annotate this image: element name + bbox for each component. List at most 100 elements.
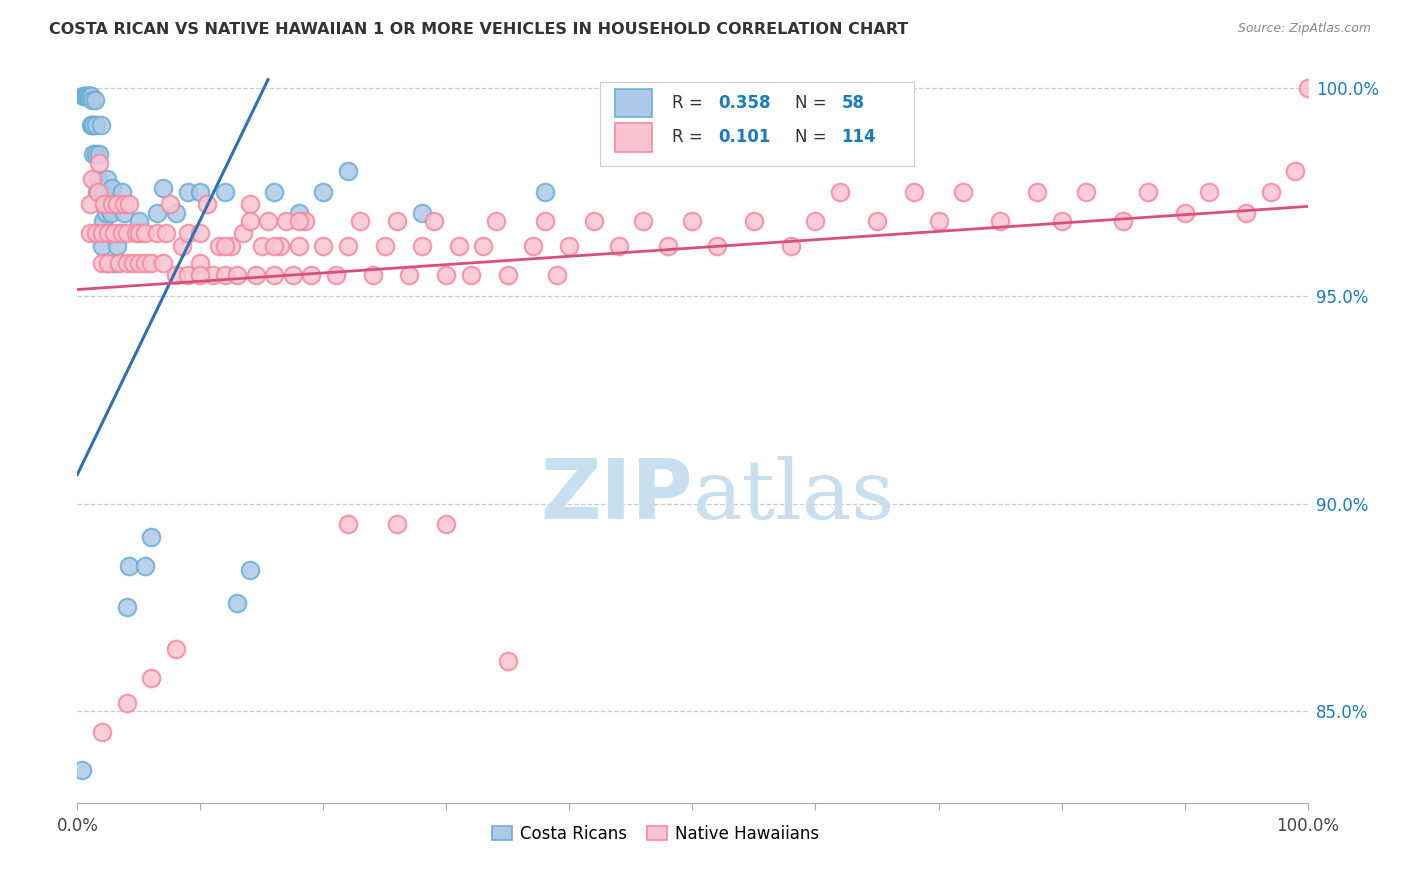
Text: N =: N =	[794, 94, 831, 112]
Point	[115, 227, 138, 241]
Point	[84, 119, 107, 133]
Point	[90, 725, 114, 739]
Text: Source: ZipAtlas.com: Source: ZipAtlas.com	[1237, 22, 1371, 36]
Point	[1234, 205, 1257, 219]
Point	[112, 197, 135, 211]
Point	[299, 268, 322, 282]
Point	[87, 172, 110, 186]
Point	[105, 197, 128, 211]
Text: R =: R =	[672, 94, 707, 112]
Point	[79, 197, 101, 211]
Point	[534, 185, 557, 199]
Point	[214, 185, 236, 199]
Point	[103, 255, 125, 269]
Point	[385, 517, 409, 532]
Text: 58: 58	[841, 94, 865, 112]
Point	[159, 197, 181, 211]
Point	[90, 119, 112, 133]
Point	[101, 197, 124, 211]
Point	[250, 239, 273, 253]
Point	[1198, 185, 1220, 199]
FancyBboxPatch shape	[614, 123, 652, 152]
Point	[84, 227, 107, 241]
Point	[281, 268, 304, 282]
Point	[83, 94, 105, 108]
Point	[90, 239, 114, 253]
Point	[111, 227, 132, 241]
Point	[214, 268, 236, 282]
Point	[105, 239, 128, 253]
Point	[188, 255, 212, 269]
Text: atlas: atlas	[693, 456, 894, 535]
Point	[1050, 214, 1073, 228]
Point	[583, 214, 606, 228]
Point	[214, 239, 236, 253]
Point	[706, 147, 728, 161]
Point	[141, 530, 163, 544]
Point	[177, 185, 200, 199]
Point	[325, 268, 347, 282]
Point	[188, 185, 212, 199]
Point	[263, 185, 285, 199]
Point	[337, 164, 360, 178]
Point	[239, 214, 262, 228]
Point	[460, 268, 482, 282]
Point	[87, 185, 110, 199]
Point	[1284, 164, 1306, 178]
Point	[208, 239, 231, 253]
Text: R =: R =	[672, 128, 707, 146]
Point	[436, 268, 458, 282]
Point	[398, 268, 420, 282]
Point	[118, 558, 141, 573]
Point	[72, 89, 94, 103]
Point	[108, 227, 131, 241]
Point	[288, 214, 311, 228]
Point	[188, 268, 212, 282]
Point	[97, 227, 120, 241]
Point	[496, 655, 519, 669]
Point	[125, 227, 148, 241]
Text: ZIP: ZIP	[540, 455, 693, 536]
Point	[1136, 185, 1159, 199]
Point	[546, 268, 568, 282]
Point	[152, 255, 174, 269]
Point	[79, 227, 101, 241]
Point	[155, 227, 177, 241]
Point	[84, 147, 107, 161]
Point	[82, 119, 104, 133]
Point	[742, 214, 765, 228]
Point	[294, 214, 316, 228]
Point	[115, 600, 138, 615]
Point	[80, 119, 103, 133]
Text: 0.358: 0.358	[718, 94, 770, 112]
Point	[79, 89, 101, 103]
Point	[804, 214, 827, 228]
Point	[1296, 81, 1319, 95]
Point	[89, 156, 111, 170]
Point	[115, 696, 138, 710]
Text: 0.101: 0.101	[718, 128, 770, 146]
Point	[657, 239, 679, 253]
Point	[96, 172, 118, 186]
Point	[170, 239, 193, 253]
Point	[165, 205, 187, 219]
Point	[219, 239, 242, 253]
Point	[232, 227, 254, 241]
Point	[288, 239, 311, 253]
Point	[128, 227, 150, 241]
Point	[607, 239, 630, 253]
Point	[177, 268, 200, 282]
Point	[558, 239, 581, 253]
Text: COSTA RICAN VS NATIVE HAWAIIAN 1 OR MORE VEHICLES IN HOUSEHOLD CORRELATION CHART: COSTA RICAN VS NATIVE HAWAIIAN 1 OR MORE…	[49, 22, 908, 37]
Point	[80, 89, 103, 103]
Point	[903, 185, 925, 199]
Point	[146, 205, 169, 219]
Point	[77, 89, 100, 103]
FancyBboxPatch shape	[600, 82, 914, 167]
Legend: Costa Ricans, Native Hawaiians: Costa Ricans, Native Hawaiians	[485, 818, 827, 849]
Text: N =: N =	[794, 128, 831, 146]
Point	[79, 89, 101, 103]
Point	[82, 94, 104, 108]
Point	[496, 268, 519, 282]
Point	[239, 563, 262, 577]
